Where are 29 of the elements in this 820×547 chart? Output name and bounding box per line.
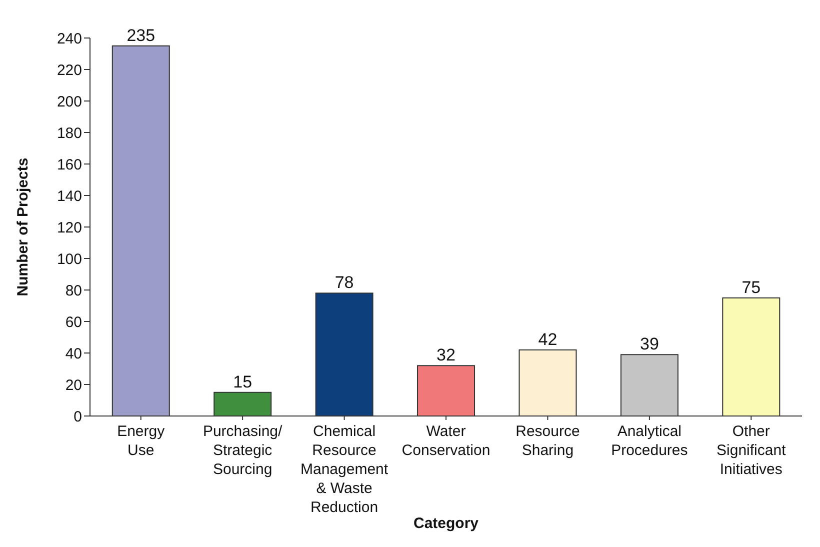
y-tick-label: 60 — [65, 314, 82, 331]
x-tick-label: Resource Sharing — [516, 423, 580, 459]
y-tick-label: 100 — [56, 250, 82, 268]
data-label: 15 — [233, 372, 252, 392]
x-tick-label: Other Significant Initiatives — [716, 423, 787, 478]
y-axis-title: Number of Projects — [14, 158, 32, 296]
x-tick-label: Chemical Resource Management & Waste Reduction — [300, 423, 389, 516]
x-axis-title: Category — [413, 515, 480, 532]
data-label: 42 — [538, 330, 558, 349]
data-label: 32 — [436, 346, 456, 365]
x-tick-label: Water Conservation — [402, 423, 490, 459]
y-tick-label: 140 — [56, 188, 82, 205]
y-tick-label: 0 — [74, 408, 82, 426]
data-label: 78 — [334, 273, 354, 292]
x-tick-label: Analytical Procedures — [611, 423, 688, 459]
y-tick-label: 160 — [56, 156, 82, 174]
y-tick-label: 120 — [56, 219, 82, 236]
y-tick-label: 20 — [65, 376, 82, 394]
data-label: 75 — [742, 278, 761, 297]
y-tick-label: 240 — [56, 30, 82, 48]
y-tick-label: 200 — [56, 93, 82, 110]
y-tick-label: 80 — [65, 282, 82, 300]
x-tick-label: Purchasing/ Strategic Sourcing — [202, 423, 284, 478]
y-tick-label: 40 — [65, 345, 82, 362]
data-label: 235 — [126, 26, 156, 45]
data-label: 39 — [640, 334, 659, 354]
y-tick-label: 220 — [56, 62, 82, 79]
x-tick-label: Energy Use — [117, 423, 166, 459]
y-tick-label: 180 — [56, 124, 82, 142]
